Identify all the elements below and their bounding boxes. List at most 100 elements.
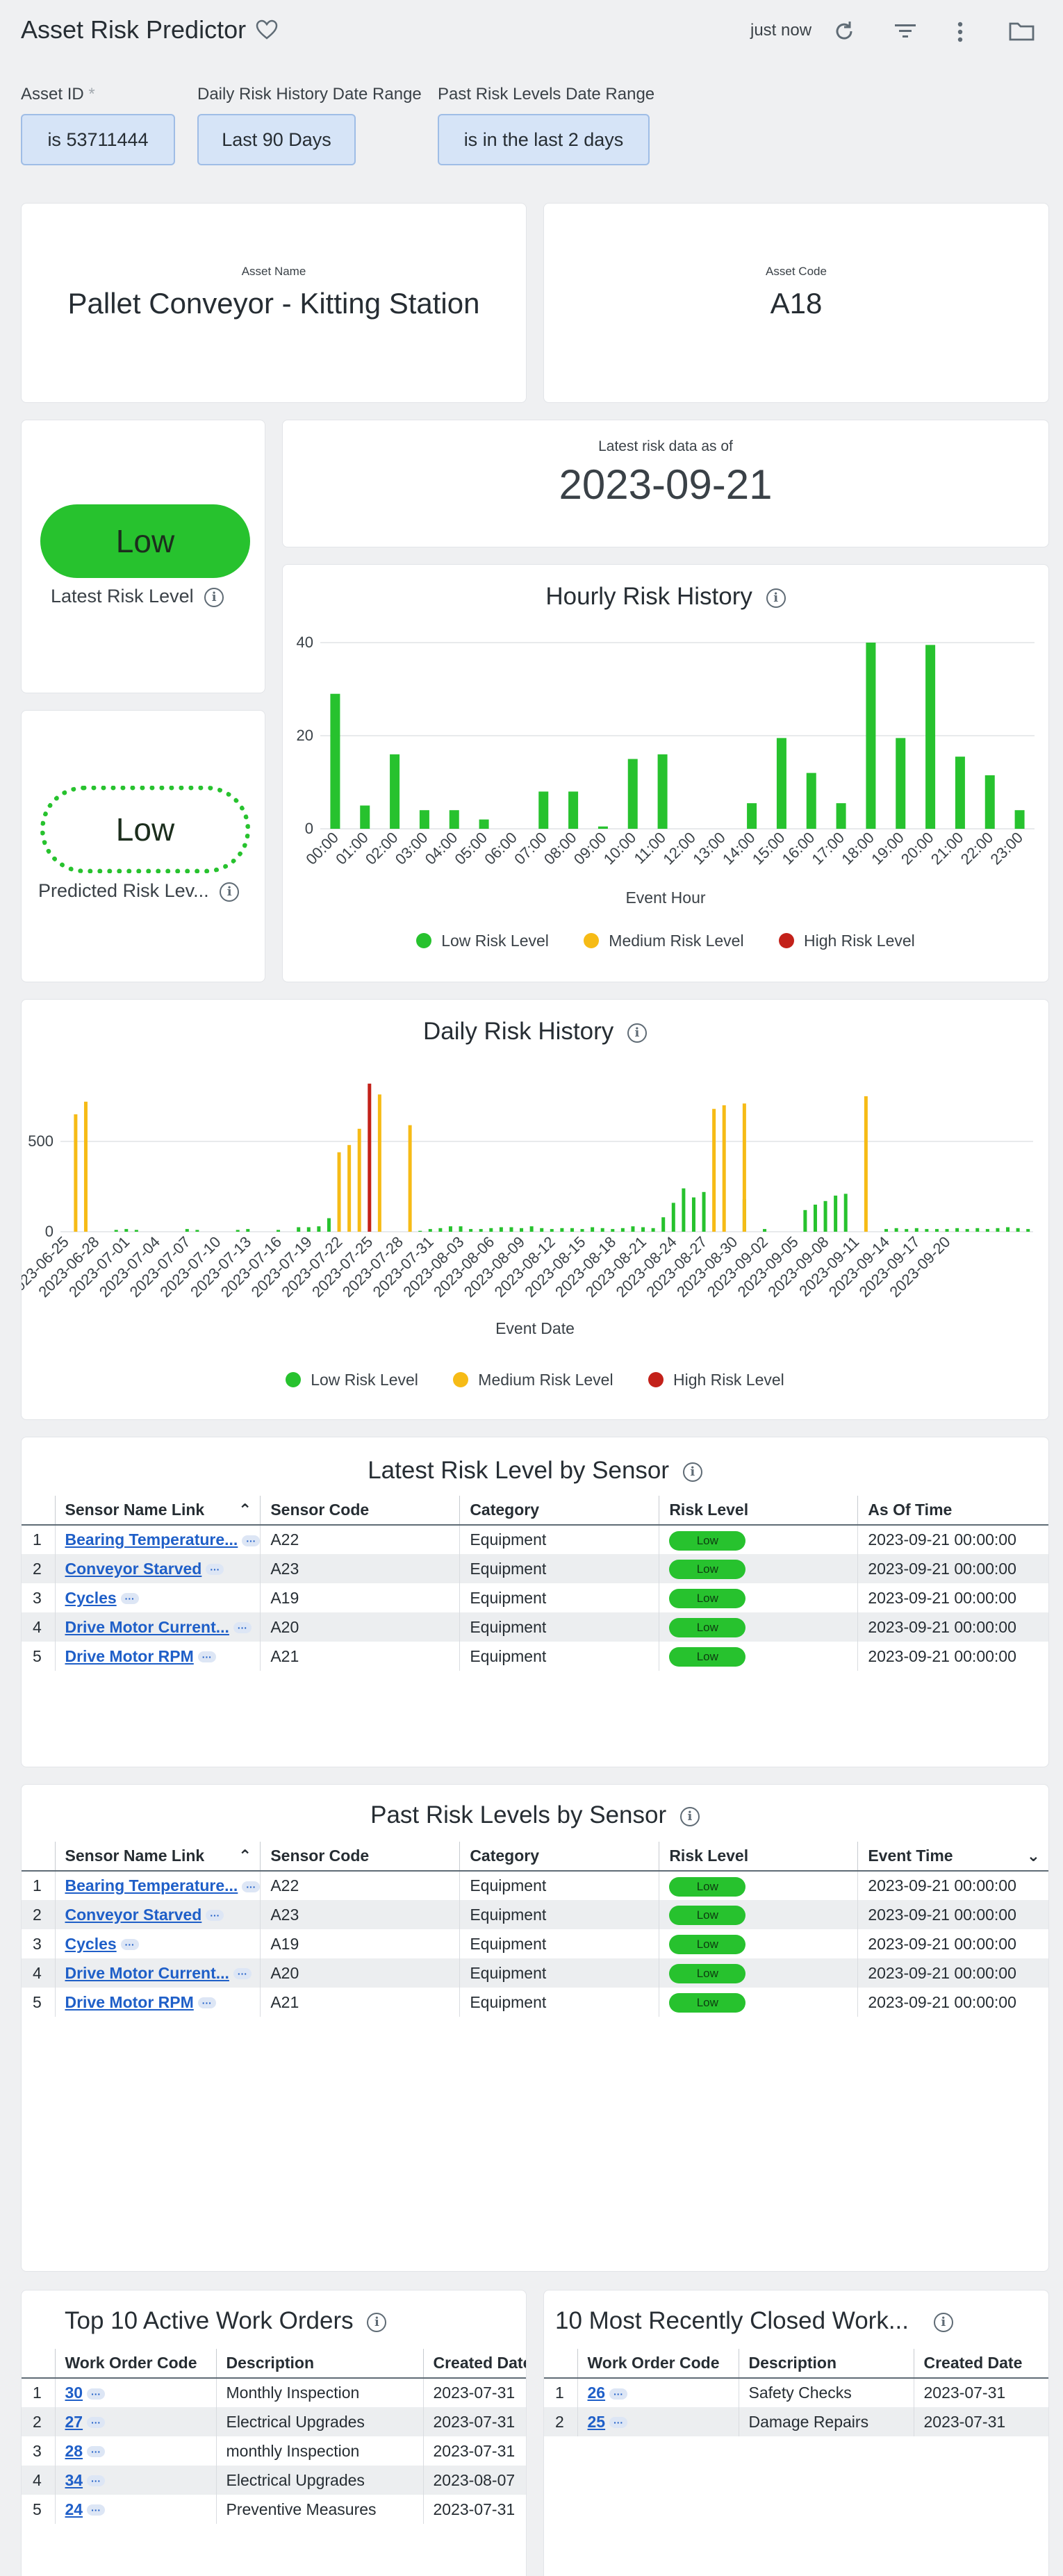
bar[interactable] — [712, 1109, 716, 1232]
bar[interactable] — [682, 1188, 686, 1232]
bar[interactable] — [866, 643, 876, 829]
column-header[interactable]: Work Order Code — [54, 2349, 216, 2379]
info-icon[interactable]: i — [766, 588, 786, 608]
more-options-icon[interactable]: ··· — [87, 2504, 106, 2516]
bar[interactable] — [1014, 810, 1025, 829]
bar[interactable] — [277, 1230, 281, 1232]
work-order-link[interactable]: 27 — [65, 2412, 83, 2431]
info-icon[interactable]: i — [682, 1462, 702, 1482]
bar[interactable] — [925, 1229, 929, 1232]
bar[interactable] — [337, 1152, 341, 1232]
column-header[interactable]: Sensor Name Link ⌃ — [54, 1842, 261, 1872]
more-options-icon[interactable]: ··· — [87, 2475, 106, 2487]
more-options-icon[interactable] — [955, 21, 966, 43]
bar[interactable] — [428, 1229, 432, 1232]
bar[interactable] — [747, 803, 757, 829]
more-options-icon[interactable]: ··· — [609, 2388, 628, 2400]
folder-icon[interactable] — [1009, 21, 1035, 42]
filter-icon[interactable] — [893, 21, 917, 42]
more-options-icon[interactable]: ··· — [242, 1881, 261, 1892]
sensor-link[interactable]: Drive Motor RPM — [65, 1646, 194, 1665]
bar[interactable] — [330, 693, 340, 829]
info-icon[interactable]: i — [204, 587, 224, 607]
bar[interactable] — [598, 826, 608, 829]
bar[interactable] — [124, 1229, 129, 1232]
bar[interactable] — [965, 1229, 969, 1232]
bar[interactable] — [195, 1230, 199, 1232]
bar[interactable] — [945, 1229, 949, 1232]
bar[interactable] — [114, 1230, 118, 1232]
bar[interactable] — [641, 1227, 645, 1232]
legend-high[interactable]: High Risk Level — [778, 932, 915, 950]
sensor-link[interactable]: Bearing Temperature... — [65, 1530, 238, 1549]
work-order-link[interactable]: 26 — [587, 2384, 606, 2402]
bar[interactable] — [661, 1217, 666, 1232]
legend-medium[interactable]: Medium Risk Level — [453, 1371, 613, 1389]
sort-asc-icon[interactable]: ⌃ — [238, 1847, 252, 1865]
bar[interactable] — [520, 1228, 524, 1232]
bar[interactable] — [627, 759, 638, 829]
bar[interactable] — [529, 1226, 534, 1232]
work-order-link[interactable]: 28 — [65, 2441, 83, 2460]
bar[interactable] — [864, 1096, 868, 1232]
bar[interactable] — [671, 1203, 675, 1232]
favorite-heart-icon[interactable] — [256, 19, 278, 40]
bar[interactable] — [896, 738, 906, 829]
bar[interactable] — [236, 1230, 240, 1232]
more-options-icon[interactable]: ··· — [197, 1651, 216, 1663]
bar[interactable] — [984, 775, 995, 829]
bar[interactable] — [390, 754, 400, 829]
bar[interactable] — [550, 1229, 554, 1232]
more-options-icon[interactable]: ··· — [206, 1564, 224, 1576]
bar[interactable] — [489, 1228, 493, 1232]
bar[interactable] — [823, 1200, 827, 1232]
bar[interactable] — [763, 1229, 767, 1232]
bar[interactable] — [834, 1196, 838, 1232]
refresh-icon[interactable] — [832, 19, 856, 43]
column-header[interactable]: Description — [215, 2349, 423, 2379]
column-header[interactable]: Category — [459, 1496, 659, 1526]
bar[interactable] — [884, 1229, 889, 1232]
column-header[interactable]: Sensor Code — [260, 1496, 460, 1526]
bar[interactable] — [360, 805, 370, 829]
info-icon[interactable]: i — [679, 1806, 700, 1826]
bar[interactable] — [591, 1227, 595, 1232]
legend-high[interactable]: High Risk Level — [648, 1371, 784, 1389]
bar[interactable] — [459, 1226, 463, 1232]
bar[interactable] — [691, 1197, 695, 1232]
bar[interactable] — [1016, 1228, 1020, 1232]
bar[interactable] — [905, 1229, 909, 1232]
column-header[interactable]: Sensor Name Link ⌃ — [54, 1496, 261, 1526]
bar[interactable] — [538, 791, 549, 829]
bar[interactable] — [742, 1103, 746, 1232]
filter-daily-range[interactable]: Last 90 Days — [197, 114, 356, 165]
bar[interactable] — [327, 1218, 331, 1232]
bar[interactable] — [631, 1226, 635, 1232]
sort-asc-icon[interactable]: ⌃ — [238, 1501, 252, 1519]
sensor-link[interactable]: Drive Motor Current... — [65, 1963, 229, 1982]
bar[interactable] — [955, 757, 965, 829]
bar[interactable] — [657, 754, 668, 829]
column-header[interactable]: Risk Level — [659, 1496, 858, 1526]
bar[interactable] — [509, 1227, 513, 1232]
bar[interactable] — [317, 1226, 321, 1232]
bar[interactable] — [83, 1101, 88, 1232]
work-order-link[interactable]: 25 — [587, 2412, 606, 2431]
chevron-down-icon[interactable]: ⌄ — [1026, 1847, 1040, 1865]
bar[interactable] — [600, 1228, 604, 1232]
bar[interactable] — [448, 1226, 452, 1232]
bar[interactable] — [449, 810, 459, 829]
bar[interactable] — [611, 1229, 615, 1232]
column-header[interactable]: Work Order Code — [577, 2349, 739, 2379]
bar[interactable] — [925, 645, 936, 829]
sensor-link[interactable]: Cycles — [65, 1934, 117, 1953]
more-options-icon[interactable]: ··· — [233, 1622, 252, 1634]
bar[interactable] — [985, 1229, 989, 1232]
bar[interactable] — [185, 1229, 189, 1232]
work-order-link[interactable]: 30 — [65, 2384, 83, 2402]
legend-medium[interactable]: Medium Risk Level — [584, 932, 744, 950]
bar[interactable] — [418, 1230, 422, 1232]
column-header[interactable]: Category — [459, 1842, 659, 1872]
sensor-link[interactable]: Bearing Temperature... — [65, 1876, 238, 1894]
bar[interactable] — [776, 738, 786, 829]
